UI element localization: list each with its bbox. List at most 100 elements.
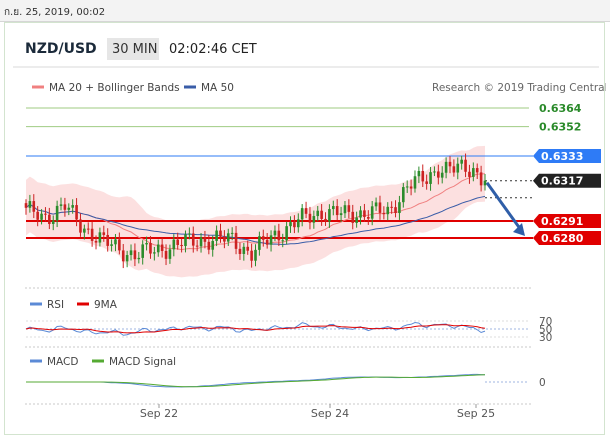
candle <box>417 166 421 184</box>
forecast-arrow-head <box>513 223 525 236</box>
candle <box>429 166 432 191</box>
candle <box>421 164 425 187</box>
candle <box>110 239 113 252</box>
ma50-legend-label: MA 50 <box>201 82 234 94</box>
rsi-ma9-line <box>25 324 486 334</box>
chart-svg: NZD/USD 30 MIN 02:02:46 CET MA 20 + Boll… <box>13 37 606 420</box>
candle <box>86 222 90 235</box>
candle <box>184 230 187 253</box>
candle <box>164 244 168 266</box>
candle <box>160 237 164 258</box>
candle <box>215 225 218 247</box>
candle <box>211 235 215 257</box>
level-label-0.6291: 0.6291 <box>533 213 601 228</box>
candle <box>219 223 222 243</box>
candle <box>355 211 358 228</box>
candle <box>472 162 475 182</box>
candle <box>320 204 323 226</box>
level-tag <box>533 173 601 188</box>
level-text: 0.6352 <box>539 121 581 134</box>
level-tag <box>533 213 601 228</box>
candle <box>374 197 378 211</box>
time-label: 02:02:46 CET <box>169 42 257 57</box>
forecast-arrow-shaft <box>485 181 523 231</box>
candle <box>402 183 405 208</box>
candle <box>238 242 242 260</box>
candle <box>246 240 250 255</box>
candle <box>188 227 191 240</box>
candle <box>343 201 347 218</box>
bollinger-bands <box>26 145 485 278</box>
candle <box>234 225 238 255</box>
level-label-0.6280: 0.6280 <box>533 231 601 245</box>
candle <box>118 232 121 255</box>
candle <box>398 195 401 220</box>
candle <box>296 213 300 233</box>
candle <box>125 250 129 268</box>
candle <box>106 228 109 252</box>
candle <box>479 165 483 192</box>
candle <box>265 233 269 249</box>
signal-legend-label: MACD Signal <box>109 356 176 368</box>
macd-signal-line <box>26 374 486 388</box>
candle <box>308 206 312 230</box>
candle <box>331 200 335 216</box>
candle <box>75 198 78 227</box>
ma9-legend-label: 9MA <box>94 299 118 311</box>
candle <box>359 206 362 225</box>
time-axis: Sep 22 Sep 24 Sep 25 <box>140 404 495 420</box>
candle <box>452 159 456 177</box>
level-text: 0.6364 <box>539 102 582 115</box>
level-label-0.6364: 0.6364 <box>539 102 582 115</box>
candle <box>273 225 277 242</box>
candlesticks <box>24 153 487 269</box>
macd-legend-label: MACD <box>47 356 78 368</box>
candle <box>324 212 327 226</box>
timeframe-box[interactable] <box>107 38 159 60</box>
candle <box>59 197 63 211</box>
candle <box>242 242 246 261</box>
candle <box>425 174 428 190</box>
candle <box>285 221 288 245</box>
candle <box>448 156 452 174</box>
ma50-line <box>25 195 486 246</box>
candle <box>36 206 39 227</box>
level-text: 0.6291 <box>541 215 583 228</box>
candle <box>129 244 133 261</box>
candle <box>475 163 479 179</box>
forecast-arrow <box>485 181 525 236</box>
level-text: 0.6333 <box>541 150 583 163</box>
timeframe-label[interactable]: 30 MIN <box>112 42 157 57</box>
candle <box>141 240 144 265</box>
candle <box>153 246 156 261</box>
candle <box>464 153 467 178</box>
candle <box>456 157 460 180</box>
candle <box>44 207 47 222</box>
x-tick-label: Sep 22 <box>140 407 178 420</box>
candle <box>79 213 82 237</box>
rsi-level-label: 50 <box>539 324 552 336</box>
candle <box>367 210 370 225</box>
candle <box>172 234 176 257</box>
candle <box>90 221 94 247</box>
candle <box>277 223 281 246</box>
credit-label: Research © 2019 Trading Central <box>432 82 606 94</box>
candle <box>409 179 413 196</box>
candle <box>176 232 180 250</box>
moving-averages <box>25 173 486 251</box>
candle <box>440 166 444 184</box>
level-tag <box>533 148 601 163</box>
candle <box>304 201 308 219</box>
candle <box>363 203 366 223</box>
candle <box>114 234 117 252</box>
candle <box>339 206 343 223</box>
candle <box>63 197 67 217</box>
candle <box>48 207 51 230</box>
candle <box>137 251 141 264</box>
candle <box>94 235 98 250</box>
candle <box>102 225 106 242</box>
candle <box>378 195 382 220</box>
candle <box>316 205 320 222</box>
rsi-legend-label: RSI <box>47 299 64 311</box>
